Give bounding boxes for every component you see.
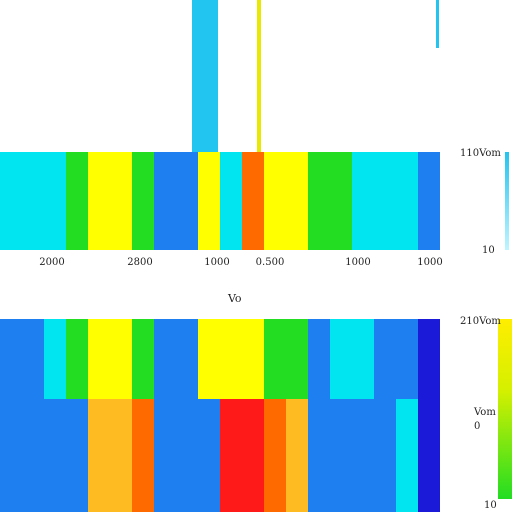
x-tick-label: 1000 xyxy=(417,257,443,268)
bottom-heatmap-row-1-cell-19 xyxy=(396,319,418,399)
bottom-heatmap-row-2-cell-9 xyxy=(176,399,198,512)
bottom-heatmap-row-2-cell-3 xyxy=(44,399,66,512)
top-heatmap-cell-13 xyxy=(264,152,286,250)
bottom-heatmap-row-1-cell-8 xyxy=(154,319,176,399)
bottom-colorbar-min-label: 10 xyxy=(484,500,497,511)
top-heatmap-cell-14 xyxy=(286,152,308,250)
top-heatmap-cell-17 xyxy=(352,152,374,250)
bottom-heatmap-row-2-cell-20 xyxy=(418,399,440,512)
bottom-colorbar-mid-sub-label: 0 xyxy=(474,421,481,432)
bottom-heatmap-row-2-cell-12 xyxy=(242,399,264,512)
bottom-heatmap-row-2-cell-5 xyxy=(88,399,110,512)
bottom-heatmap-row-1-cell-20 xyxy=(418,319,440,399)
top-heatmap-cell-11 xyxy=(220,152,242,250)
bottom-heatmap-row-2-cell-10 xyxy=(198,399,220,512)
bottom-heatmap-row-2 xyxy=(0,399,440,512)
bottom-heatmap-row-1-cell-5 xyxy=(88,319,110,399)
bottom-heatmap-row-1-cell-17 xyxy=(352,319,374,399)
bottom-heatmap-row-2-cell-7 xyxy=(132,399,154,512)
top-yellow-line xyxy=(257,0,261,152)
bottom-heatmap-row-2-cell-4 xyxy=(66,399,88,512)
top-heatmap-cell-5 xyxy=(88,152,110,250)
top-colorbar-min-label: 10 xyxy=(482,245,495,256)
bottom-heatmap-row-1-cell-18 xyxy=(374,319,396,399)
bottom-heatmap-row-1-cell-3 xyxy=(44,319,66,399)
bottom-heatmap-row-1-cell-7 xyxy=(132,319,154,399)
bottom-heatmap-row-1-cell-2 xyxy=(22,319,44,399)
bottom-colorbar-mid-label: Vom xyxy=(474,407,496,418)
top-right-marker xyxy=(436,0,439,48)
top-heatmap xyxy=(0,152,440,250)
bottom-heatmap-row-1-cell-11 xyxy=(220,319,242,399)
bottom-heatmap-row-1-cell-16 xyxy=(330,319,352,399)
top-heatmap-cell-1 xyxy=(0,152,22,250)
top-heatmap-cell-4 xyxy=(66,152,88,250)
bottom-heatmap-row-2-cell-2 xyxy=(22,399,44,512)
bottom-heatmap-row-2-cell-13 xyxy=(264,399,286,512)
top-heatmap-cell-16 xyxy=(330,152,352,250)
bottom-colorbar xyxy=(498,319,512,499)
bottom-heatmap-row-1-cell-14 xyxy=(286,319,308,399)
bottom-heatmap-row-1-cell-4 xyxy=(66,319,88,399)
bottom-heatmap-row-2-cell-16 xyxy=(330,399,352,512)
bottom-heatmap-row-1-cell-13 xyxy=(264,319,286,399)
x-axis-label: Vo xyxy=(228,292,242,305)
x-tick-label: 2000 xyxy=(39,257,65,268)
top-heatmap-cell-2 xyxy=(22,152,44,250)
bottom-heatmap-row-2-cell-18 xyxy=(374,399,396,512)
bottom-heatmap-row-2-cell-11 xyxy=(220,399,242,512)
bottom-heatmap-row-2-cell-19 xyxy=(396,399,418,512)
bottom-heatmap-row-1-cell-9 xyxy=(176,319,198,399)
bottom-heatmap-row-2-cell-14 xyxy=(286,399,308,512)
bottom-heatmap-row-1-cell-12 xyxy=(242,319,264,399)
bottom-heatmap-row-2-cell-15 xyxy=(308,399,330,512)
bottom-heatmap-row-1 xyxy=(0,319,440,399)
top-colorbar-max-label: 110Vom xyxy=(460,148,501,159)
top-heatmap-cell-7 xyxy=(132,152,154,250)
bottom-heatmap-row-1-cell-6 xyxy=(110,319,132,399)
top-heatmap-cell-20 xyxy=(418,152,440,250)
bottom-heatmap-row-1-cell-15 xyxy=(308,319,330,399)
bottom-heatmap-row-2-cell-17 xyxy=(352,399,374,512)
top-heatmap-cell-9 xyxy=(176,152,198,250)
bottom-heatmap-row-1-cell-10 xyxy=(198,319,220,399)
top-heatmap-cell-18 xyxy=(374,152,396,250)
top-heatmap-cell-8 xyxy=(154,152,176,250)
x-tick-label: 1000 xyxy=(345,257,371,268)
x-tick-label: 1000 xyxy=(204,257,230,268)
bottom-heatmap-row-1-cell-1 xyxy=(0,319,22,399)
bottom-heatmap-row-2-cell-6 xyxy=(110,399,132,512)
bottom-colorbar-max-label: 210Vom xyxy=(460,316,501,327)
top-cyan-strip xyxy=(192,0,218,152)
x-tick-label: 0.500 xyxy=(255,257,285,268)
top-heatmap-cell-15 xyxy=(308,152,330,250)
top-heatmap-cell-3 xyxy=(44,152,66,250)
top-heatmap-cell-12 xyxy=(242,152,264,250)
top-colorbar xyxy=(502,152,512,250)
bottom-heatmap-row-2-cell-8 xyxy=(154,399,176,512)
top-heatmap-cell-19 xyxy=(396,152,418,250)
top-heatmap-cell-6 xyxy=(110,152,132,250)
bottom-heatmap-row-2-cell-1 xyxy=(0,399,22,512)
x-tick-label: 2800 xyxy=(127,257,153,268)
top-heatmap-cell-10 xyxy=(198,152,220,250)
